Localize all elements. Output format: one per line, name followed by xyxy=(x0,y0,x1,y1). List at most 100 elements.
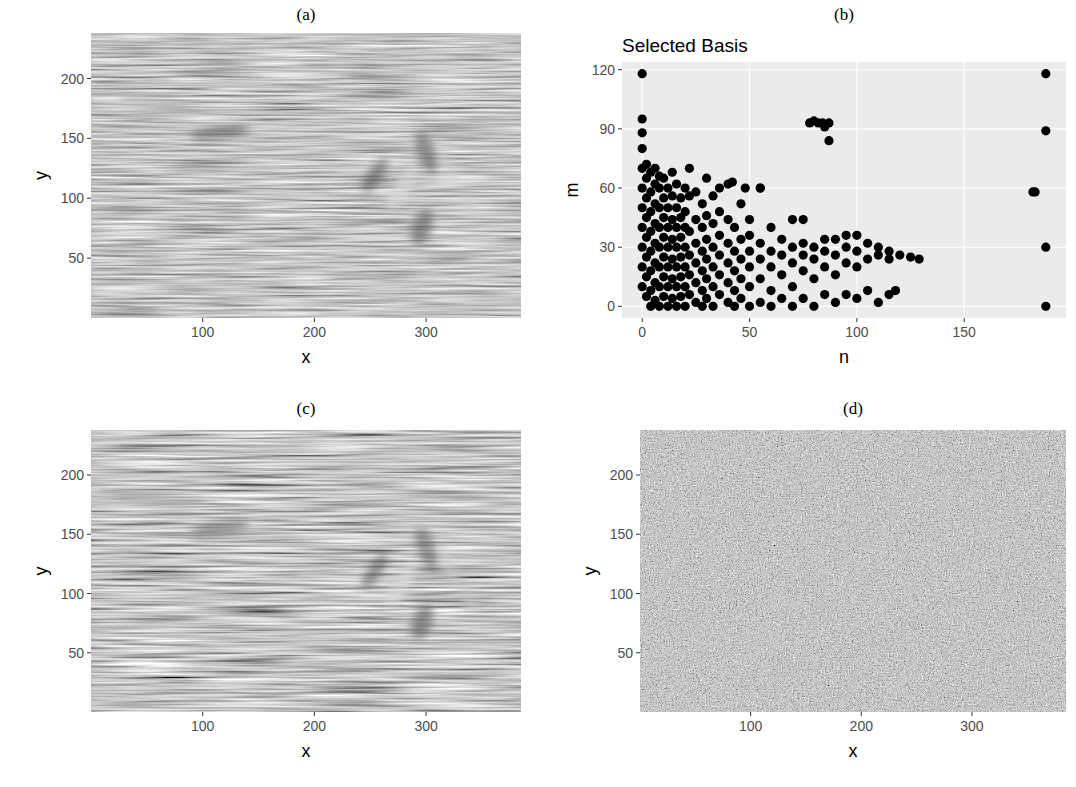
tick-label: 150 xyxy=(610,526,634,542)
tick xyxy=(750,712,751,716)
point xyxy=(646,247,655,256)
point xyxy=(655,223,664,232)
image-base xyxy=(91,33,521,318)
image-feature xyxy=(358,551,392,592)
point xyxy=(766,286,775,295)
panel-letter: (c) xyxy=(297,399,316,418)
point xyxy=(655,183,664,192)
point xyxy=(663,223,672,232)
point xyxy=(663,302,672,311)
point xyxy=(1041,302,1050,311)
point xyxy=(820,247,829,256)
point xyxy=(672,302,681,311)
plot-background xyxy=(622,62,1066,318)
axis-title: x xyxy=(302,741,311,761)
image-base xyxy=(91,430,521,712)
panel-letter: (d) xyxy=(843,399,863,418)
tick xyxy=(618,188,622,189)
point xyxy=(730,302,739,311)
image-feature xyxy=(407,206,438,247)
point xyxy=(638,243,647,252)
point xyxy=(681,183,690,192)
tick xyxy=(749,318,750,322)
point xyxy=(756,239,765,248)
image-feature xyxy=(381,163,421,216)
point xyxy=(777,294,786,303)
image-texture xyxy=(640,430,1066,712)
point xyxy=(1041,126,1050,135)
figure: (a)10020030050100150200xy(b)Selected Bas… xyxy=(0,0,1076,787)
point xyxy=(638,114,647,123)
point xyxy=(715,207,724,216)
point xyxy=(672,243,681,252)
point xyxy=(756,183,765,192)
tick-label: 200 xyxy=(61,71,85,87)
axis-title: n xyxy=(839,347,849,367)
tick-label: 50 xyxy=(617,645,633,661)
point xyxy=(756,298,765,307)
point xyxy=(723,239,732,248)
tick-label: 200 xyxy=(303,324,327,340)
point xyxy=(736,235,745,244)
axis-title: y xyxy=(31,567,51,576)
point xyxy=(809,302,818,311)
point xyxy=(659,233,668,242)
panel: (d)10020030050100150200xy xyxy=(580,399,1066,761)
point xyxy=(659,292,668,301)
point xyxy=(1030,187,1039,196)
tick xyxy=(87,652,91,653)
tick-label: 50 xyxy=(68,645,84,661)
tick xyxy=(636,652,640,653)
grid-line xyxy=(622,128,1066,129)
tick xyxy=(636,475,640,476)
point xyxy=(730,286,739,295)
axis-title: x xyxy=(302,347,311,367)
point xyxy=(708,243,717,252)
point xyxy=(638,203,647,212)
point xyxy=(681,302,690,311)
point xyxy=(685,270,694,279)
image-texture xyxy=(91,33,521,318)
image-texture xyxy=(91,430,521,712)
point xyxy=(702,274,711,283)
point xyxy=(655,243,664,252)
point xyxy=(642,160,651,169)
image-feature xyxy=(358,155,392,196)
point xyxy=(723,278,732,287)
point xyxy=(685,227,694,236)
point xyxy=(638,223,647,232)
tick xyxy=(618,306,622,307)
grid-line xyxy=(622,69,1066,70)
point xyxy=(831,250,840,259)
tick-label: 0 xyxy=(607,298,615,314)
point xyxy=(691,187,700,196)
point xyxy=(672,282,681,291)
tick xyxy=(87,258,91,259)
point xyxy=(788,282,797,291)
image-area xyxy=(640,430,1066,712)
point xyxy=(863,239,872,248)
point xyxy=(824,136,833,145)
point xyxy=(730,247,739,256)
tick-label: 300 xyxy=(414,324,438,340)
point xyxy=(820,235,829,244)
image-area xyxy=(91,33,521,318)
point xyxy=(715,231,724,240)
grid-line xyxy=(964,62,965,318)
point xyxy=(715,183,724,192)
image-feature xyxy=(381,559,421,612)
point xyxy=(668,168,677,177)
image-feature xyxy=(114,84,196,124)
tick-label: 100 xyxy=(61,190,85,206)
point xyxy=(874,298,883,307)
tick-label: 100 xyxy=(61,586,85,602)
point xyxy=(766,302,775,311)
point xyxy=(730,223,739,232)
point xyxy=(676,233,685,242)
point xyxy=(685,164,694,173)
point xyxy=(756,254,765,263)
point xyxy=(659,272,668,281)
point xyxy=(728,178,737,187)
point xyxy=(736,274,745,283)
tick xyxy=(618,69,622,70)
